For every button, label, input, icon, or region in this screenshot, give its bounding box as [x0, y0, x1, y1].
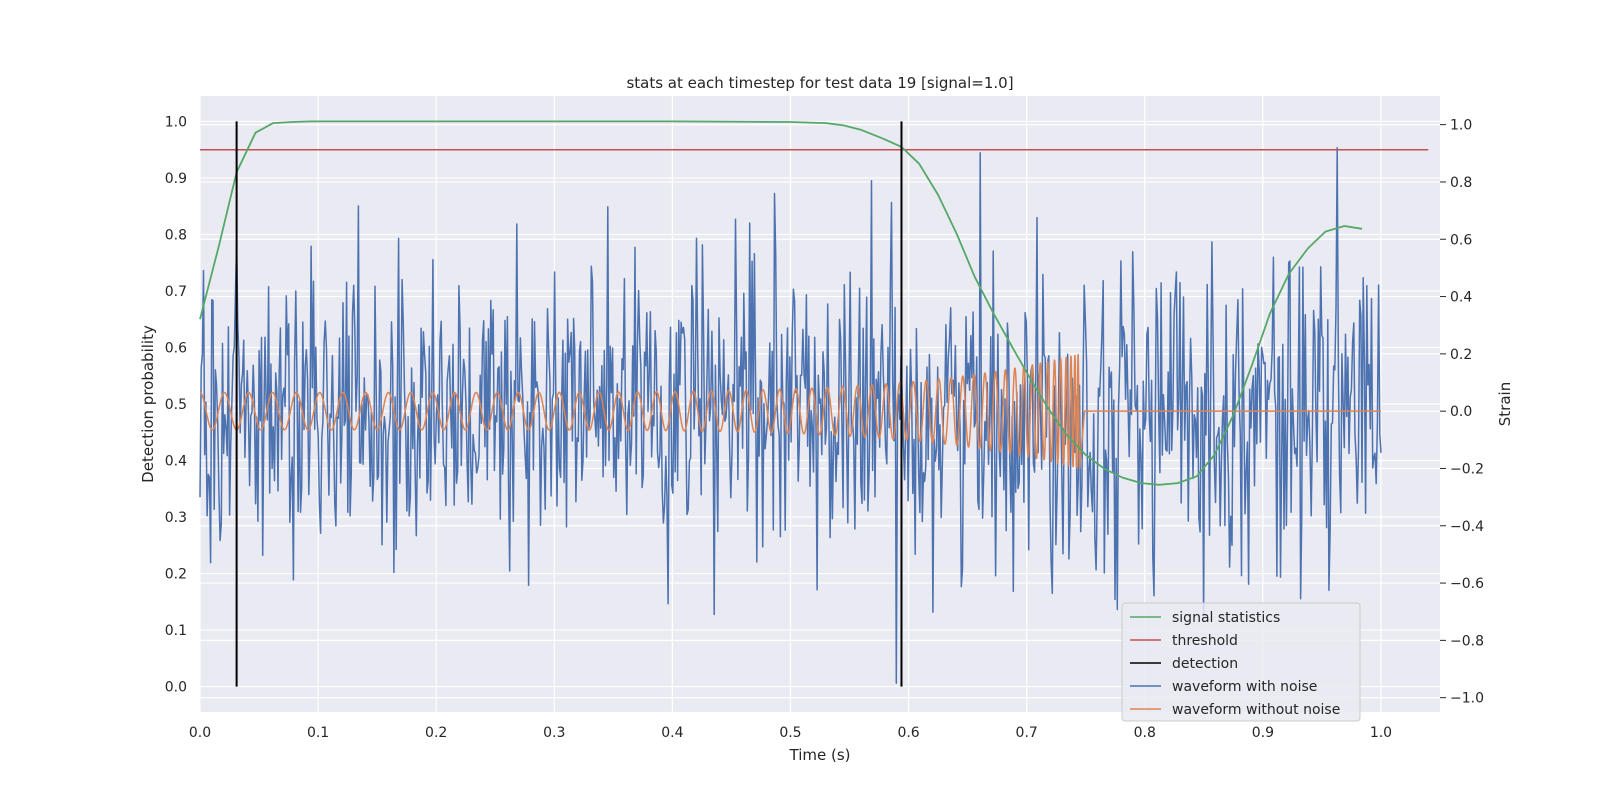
- legend-label-waveform-with-noise: waveform with noise: [1172, 679, 1317, 695]
- x-tick-label: 0.2: [425, 725, 447, 741]
- y-right-tick-label: −0.6: [1450, 576, 1484, 592]
- x-tick-label: 0.0: [189, 725, 211, 741]
- y-left-tick-label: 0.9: [165, 171, 187, 187]
- x-axis-ticks: 0.0 0.1 0.2 0.3 0.4 0.5 0.6 0.7 0.8 0.9 1.0: [189, 725, 1392, 741]
- y-right-tick-label: 1.0: [1450, 118, 1472, 134]
- y-left-tick-label: 0.6: [165, 340, 187, 356]
- x-tick-label: 1.0: [1370, 725, 1392, 741]
- y-right-tick-label: −0.2: [1450, 461, 1484, 477]
- legend-box: [1121, 602, 1361, 722]
- y-left-tick-label: 0.2: [165, 567, 187, 583]
- legend-label-detection: detection: [1172, 656, 1238, 672]
- y-axis-right-ticks: −1.0 −0.8 −0.6 −0.4 −0.2 0.0 0.2 0.4 0.6 0.8 1.0: [1440, 118, 1484, 707]
- y-left-tick-label: 0.4: [165, 454, 187, 470]
- series-signal-statistics: [199, 120, 1363, 486]
- x-axis-label: Time (s): [789, 746, 851, 764]
- y-right-tick-label: −1.0: [1450, 691, 1484, 707]
- y-left-tick-label: 1.0: [165, 114, 187, 130]
- y-axis-left-ticks: 0.0 0.1 0.2 0.3 0.4 0.5 0.6 0.7 0.8 0.9 1.0: [165, 114, 187, 695]
- x-tick-label: 0.7: [1016, 725, 1038, 741]
- x-tick-label: 0.8: [1134, 725, 1156, 741]
- y-left-tick-label: 0.0: [165, 680, 187, 696]
- x-tick-label: 0.9: [1252, 725, 1274, 741]
- y-left-tick-label: 0.8: [165, 227, 187, 243]
- chart-title: stats at each timestep for test data 19 …: [626, 74, 1013, 92]
- legend-label-signal-statistics: signal statistics: [1172, 610, 1280, 626]
- x-tick-label: 0.6: [897, 725, 919, 741]
- y-right-tick-label: −0.4: [1450, 519, 1484, 535]
- y-left-tick-label: 0.1: [165, 623, 187, 639]
- x-tick-label: 0.1: [307, 725, 329, 741]
- legend-label-waveform-without-noise: waveform without noise: [1172, 702, 1340, 718]
- y-right-tick-label: 0.2: [1450, 347, 1472, 363]
- y-right-tick-label: 0.0: [1450, 404, 1472, 420]
- y-right-tick-label: 0.4: [1450, 290, 1472, 306]
- series-waveform-with-noise: [199, 147, 1382, 685]
- x-tick-label: 0.4: [661, 725, 683, 741]
- y-right-tick-label: 0.6: [1450, 232, 1472, 248]
- x-tick-label: 0.3: [543, 725, 565, 741]
- y-axis-right-label: Strain: [1496, 382, 1514, 426]
- y-left-tick-label: 0.5: [165, 397, 187, 413]
- series-waveform-without-noise: [199, 353, 1381, 470]
- y-left-tick-label: 0.7: [165, 284, 187, 300]
- y-right-tick-label: −0.8: [1450, 633, 1484, 649]
- y-axis-left-label: Detection probability: [139, 325, 157, 483]
- series-layer: [199, 120, 1429, 687]
- y-right-tick-label: 0.8: [1450, 175, 1472, 191]
- x-tick-label: 0.5: [779, 725, 801, 741]
- legend: signal statistics threshold detection wa…: [1121, 602, 1361, 722]
- y-left-tick-label: 0.3: [165, 510, 187, 526]
- legend-label-threshold: threshold: [1172, 633, 1238, 649]
